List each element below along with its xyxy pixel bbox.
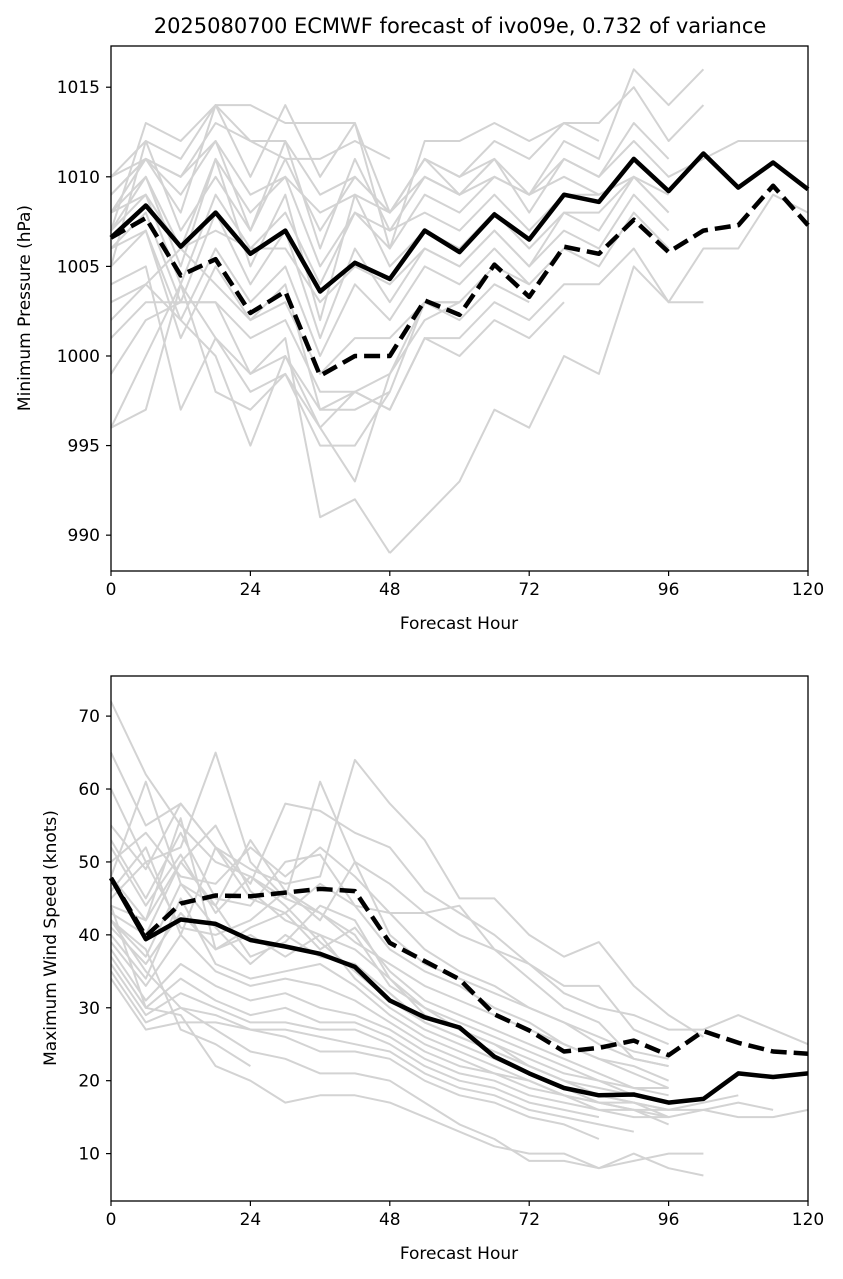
wind-ensemble-member-line (110, 802, 809, 1046)
wind-ensemble-member-line (110, 831, 669, 1060)
wind-ensemble-member-line (110, 824, 669, 1089)
pressure-ensemble-member-line (110, 157, 670, 322)
wind-y-ticks: 10 20 30 40 50 60 70 (78, 707, 111, 1165)
wind-ensemble-member-line (110, 919, 704, 1177)
wind-dashed-series-line (109, 876, 809, 1058)
y-tick-label: 30 (78, 999, 100, 1019)
wind-ensemble-member-line (110, 751, 669, 1068)
y-tick-label: 40 (78, 926, 100, 946)
pressure-y-ticks: 990 995 1000 1005 1010 1015 (57, 78, 111, 546)
y-tick-label: 1015 (57, 78, 100, 98)
pressure-x-ticks: 0 24 48 72 96 120 (106, 571, 824, 600)
wind-ensemble-member-line (110, 948, 774, 1111)
pressure-plot-area (109, 68, 810, 554)
y-tick-label: 1010 (57, 168, 100, 188)
pressure-ensemble-member-line (110, 175, 670, 304)
pressure-ensemble-member-line (110, 247, 704, 429)
y-tick-label: 990 (68, 526, 100, 546)
y-tick-label: 70 (78, 707, 100, 727)
x-tick-label: 96 (658, 580, 680, 600)
x-tick-label: 0 (106, 580, 117, 600)
wind-y-axis-label: Maximum Wind Speed (knots) (41, 810, 61, 1066)
wind-x-axis-label: Forecast Hour (400, 1244, 518, 1264)
y-tick-label: 20 (78, 1072, 100, 1092)
wind-ensemble-member-line (110, 919, 251, 1067)
wind-ensemble-member-line (110, 860, 669, 1089)
wind-ensemble-member-line (110, 905, 704, 1170)
pressure-chart: 2025080700 ECMWF forecast of ivo09e, 0.7… (15, 14, 824, 634)
pressure-ensemble-member-line (110, 193, 670, 340)
wind-axes-frame (110, 675, 809, 1202)
pressure-ensemble-member-line (110, 122, 600, 214)
pressure-axes-frame (110, 45, 809, 572)
pressure-ensemble-member-line (110, 283, 391, 429)
x-tick-label: 48 (379, 1210, 401, 1230)
x-tick-label: 120 (792, 580, 824, 600)
x-tick-label: 48 (379, 580, 401, 600)
x-tick-label: 72 (518, 580, 540, 600)
x-tick-label: 72 (518, 1210, 540, 1230)
wind-ensemble-member-line (110, 817, 669, 1097)
wind-plot-area (109, 701, 809, 1177)
wind-chart: 0 24 48 72 96 120 10 20 30 40 50 60 70 Forecast Hou… (41, 675, 824, 1264)
x-tick-label: 0 (106, 1210, 117, 1230)
wind-ensemble-member-line (110, 933, 739, 1111)
x-tick-label: 24 (240, 580, 262, 600)
y-tick-label: 10 (78, 1145, 100, 1165)
wind-ensemble-member-line (110, 978, 600, 1140)
y-tick-label: 1005 (57, 257, 100, 277)
x-tick-label: 120 (792, 1210, 824, 1230)
pressure-ensemble-member-line (389, 193, 809, 554)
pressure-ensemble-member-line (110, 104, 496, 214)
wind-x-ticks: 0 24 48 72 96 120 (106, 1201, 824, 1230)
x-tick-label: 96 (658, 1210, 680, 1230)
wind-ensemble-member-line (110, 970, 635, 1133)
wind-ensemble-member-line (110, 956, 809, 1119)
pressure-x-axis-label: Forecast Hour (400, 614, 518, 634)
x-tick-label: 24 (240, 1210, 262, 1230)
wind-solid-series-line (109, 876, 809, 1105)
y-tick-label: 50 (78, 853, 100, 873)
y-tick-label: 1000 (57, 347, 100, 367)
pressure-dashed-series-line (109, 183, 810, 378)
y-tick-label: 60 (78, 780, 100, 800)
wind-ensemble-member-line (110, 882, 669, 1111)
chart-title: 2025080700 ECMWF forecast of ivo09e, 0.7… (154, 14, 767, 38)
wind-ensemble-member-line (110, 963, 600, 1119)
pressure-y-axis-label: Minimum Pressure (hPa) (15, 205, 35, 411)
pressure-solid-series-line (109, 151, 810, 294)
y-tick-label: 995 (68, 437, 100, 457)
wind-ensemble-member-line (110, 912, 669, 1119)
